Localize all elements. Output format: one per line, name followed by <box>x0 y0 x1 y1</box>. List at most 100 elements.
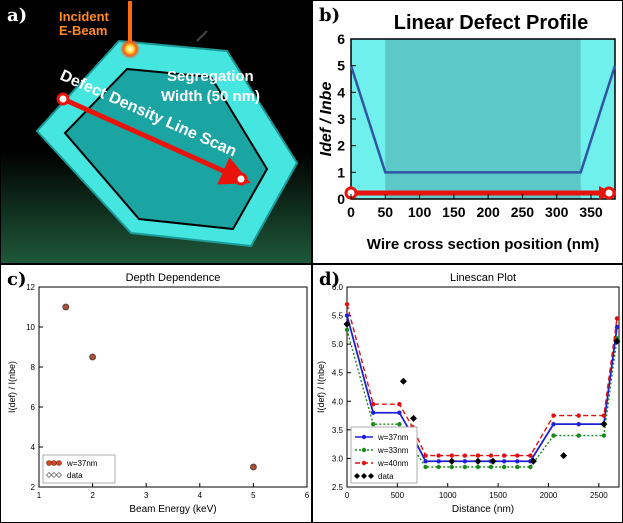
series-point-2 <box>528 453 533 458</box>
y-tick-label: 8 <box>31 363 36 372</box>
legend-data-marker <box>354 473 360 479</box>
fit-point <box>89 353 96 361</box>
x-tick-label: 100 <box>408 204 432 220</box>
panel-d-label: d) <box>319 269 341 290</box>
legend-data-marker <box>46 472 52 478</box>
legend-label-3: data <box>378 472 394 481</box>
legend-data-marker <box>361 473 367 479</box>
data-point <box>600 420 608 428</box>
x-tick-label: 3 <box>144 491 149 500</box>
series-point-1 <box>528 464 533 470</box>
series-point-2 <box>576 413 581 418</box>
data-point <box>249 463 258 471</box>
x-tick-label: 350 <box>579 204 603 220</box>
series-point-1 <box>423 464 428 470</box>
data-point <box>62 303 70 311</box>
chart-title: Depth Dependence <box>126 272 221 284</box>
y-tick-label: 6 <box>337 31 345 47</box>
nanowire-illustration: Incident E-Beam Segregation Width (50 nm… <box>1 1 311 263</box>
x-axis-label: Wire cross section position (nm) <box>367 236 599 253</box>
series-point-2 <box>436 453 441 458</box>
series-point-1 <box>436 464 441 470</box>
y-tick-label: 0 <box>337 191 345 207</box>
y-tick-label: 5.0 <box>332 340 344 349</box>
legend-marker-2 <box>361 460 367 466</box>
panel-b-label: b) <box>319 5 341 26</box>
wire-inner-core <box>63 67 269 231</box>
y-tick-label: 3 <box>337 111 345 127</box>
y-tick-label: 3.5 <box>332 426 344 435</box>
x-tick-label: 200 <box>476 204 500 220</box>
y-tick-label: 6.0 <box>332 283 344 292</box>
linear-defect-profile-chart: 0 50 100 150 200 250 300 350 0 1 2 3 4 5 6 Linear Defec… <box>318 12 617 253</box>
y-tick-label: 2 <box>337 138 345 154</box>
legend-box <box>42 454 116 484</box>
series-point-2 <box>475 453 481 458</box>
data-point <box>343 320 351 328</box>
data-point <box>88 353 97 361</box>
series-point-2 <box>488 453 494 458</box>
legend-fit-marker <box>56 460 62 466</box>
series-point-0 <box>551 421 556 427</box>
series-point-2 <box>449 453 454 458</box>
x-tick-label: 6 <box>305 491 310 500</box>
series-point-1 <box>576 433 581 438</box>
y-tick-label: 4 <box>31 443 36 452</box>
series-point-2 <box>423 453 428 458</box>
series-point-1 <box>488 464 494 470</box>
series-line-2 <box>346 303 618 457</box>
data-point <box>409 414 417 422</box>
panel-d-chart: 0 500 1000 1500 2000 2500 2.5 3.0 3.5 4.0 4.5 5.0 5.… <box>312 264 623 523</box>
scan-start-marker <box>56 92 70 106</box>
series-point-2 <box>614 316 620 321</box>
x-tick-label: 4 <box>198 491 203 500</box>
series-point-0 <box>370 410 376 415</box>
x-tick-label: 150 <box>442 204 466 220</box>
series-point-2 <box>515 453 520 458</box>
fit-point <box>249 463 257 471</box>
series-point-1 <box>449 464 454 470</box>
plot-frame <box>38 286 308 488</box>
x-tick-label: 2500 <box>590 491 608 500</box>
panel-b-chart: 0 50 100 150 200 250 300 350 0 1 2 3 4 5 6 Linear Defec… <box>312 0 623 264</box>
legend-label-0: w=37nm <box>377 433 409 442</box>
x-axis-label: Beam Energy (keV) <box>129 504 216 515</box>
panel-c-label: c) <box>7 269 27 290</box>
segregation-label: Segregation <box>167 68 254 85</box>
beam-spot <box>120 39 140 59</box>
series-point-2 <box>501 453 507 458</box>
data-point <box>399 377 407 385</box>
profile-line <box>349 65 617 174</box>
x-tick-label: 500 <box>391 491 405 500</box>
series-point-0 <box>344 313 350 318</box>
series-point-0 <box>397 410 402 415</box>
series-point-1 <box>551 433 556 438</box>
y-axis-label: I(def) / I(nbe) <box>7 361 17 413</box>
data-point <box>474 457 482 465</box>
data-point <box>560 452 568 460</box>
line-scan-arrow <box>61 96 251 185</box>
series-point-0 <box>515 459 520 464</box>
panel-a-illustration: Incident E-Beam Segregation Width (50 nm… <box>0 0 312 264</box>
series-point-2 <box>344 301 350 307</box>
panel-a-label: a) <box>7 5 28 26</box>
series-point-1 <box>370 421 376 427</box>
incident-label: Incident <box>59 9 110 24</box>
series-point-0 <box>423 459 428 464</box>
plot-background <box>351 39 615 199</box>
width-label: Width (50 nm) <box>161 88 260 105</box>
linescan-plot-chart: 0 500 1000 1500 2000 2500 2.5 3.0 3.5 4.0 4.5 5.0 5.… <box>316 272 621 515</box>
legend-label-1: w=33nm <box>377 446 409 455</box>
ebeam-label: E-Beam <box>59 23 107 38</box>
legend-data-marker <box>51 472 57 478</box>
series-point-2 <box>601 413 607 418</box>
y-axis-label: I(def) / I(nbe) <box>316 361 326 413</box>
data-point <box>529 457 537 465</box>
legend-data-marker <box>56 472 62 478</box>
series-point-2 <box>370 401 376 407</box>
y-tick-label: 4.0 <box>332 397 344 406</box>
x-tick-label: 5 <box>251 491 256 500</box>
series-point-0 <box>462 459 468 464</box>
x-tick-label: 1000 <box>439 491 457 500</box>
series-point-2 <box>462 453 468 458</box>
